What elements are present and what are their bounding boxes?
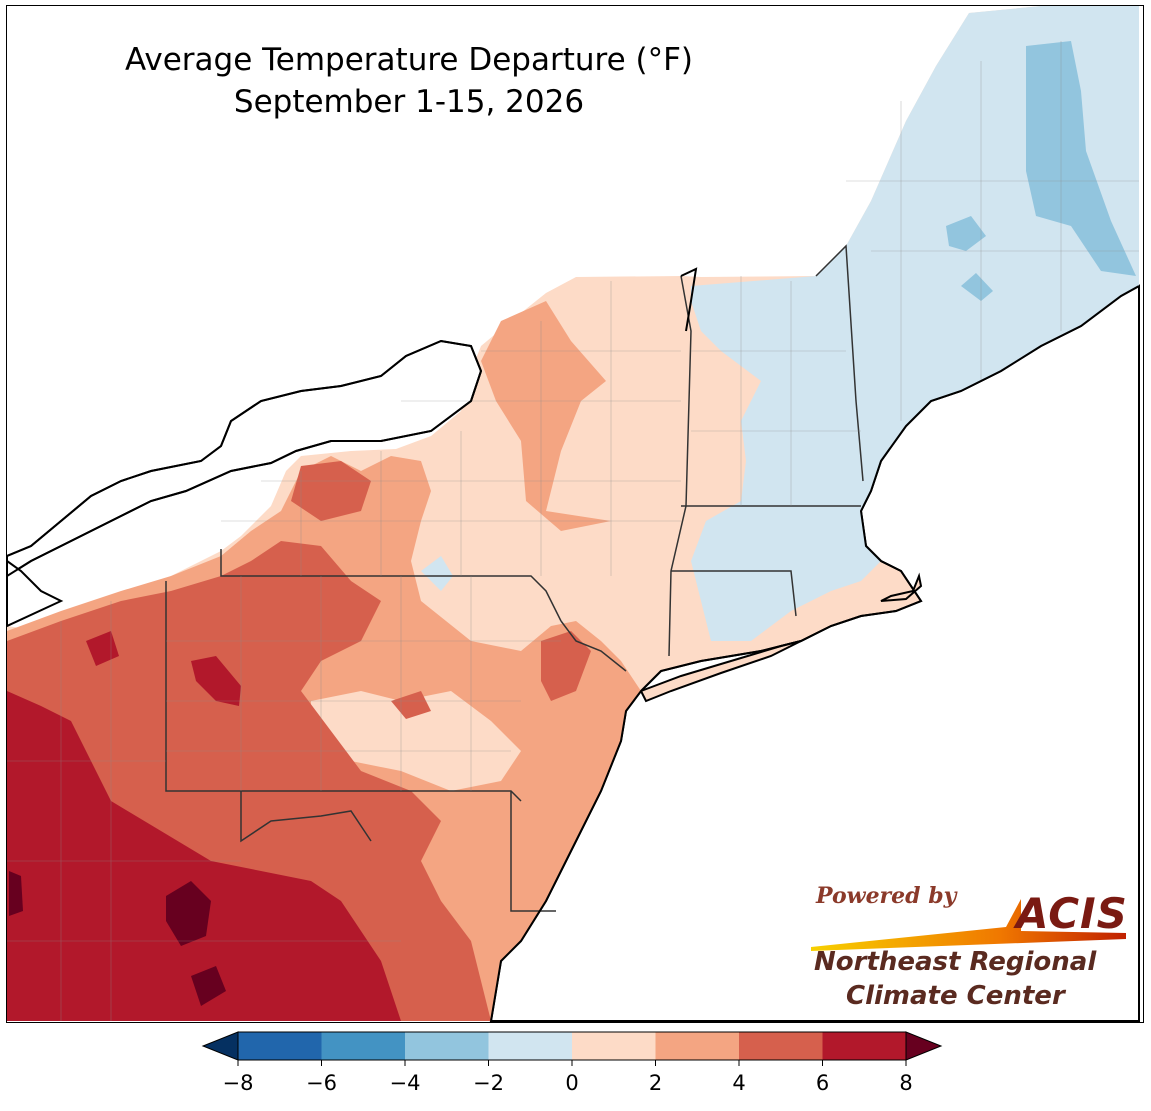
colorbar-under-arrow bbox=[201, 1031, 239, 1061]
anomaly-neg4-2-spot2 bbox=[961, 273, 993, 301]
anomaly-4-6-ny bbox=[291, 461, 371, 521]
state-borders bbox=[165, 244, 864, 912]
colorbar-tick-label: −6 bbox=[306, 1071, 337, 1095]
colorbar-tick-label: 2 bbox=[649, 1071, 662, 1095]
map-frame: Average Temperature Departure (°F) Septe… bbox=[6, 5, 1144, 1023]
anomaly-neg2-0-nys bbox=[421, 556, 453, 591]
colorbar-bin bbox=[321, 1032, 405, 1060]
colorbar-tick-label: 4 bbox=[732, 1071, 745, 1095]
anomaly-neg4-2-maine bbox=[1026, 41, 1136, 276]
colorbar-bin bbox=[739, 1032, 823, 1060]
logo-org-line2: Climate Center bbox=[846, 981, 1065, 1011]
logo-org-line1: Northeast Regional bbox=[814, 947, 1097, 977]
acis-swoosh-icon bbox=[811, 899, 1126, 951]
colorbar-tick-label: −2 bbox=[473, 1071, 504, 1095]
colorbar-bin bbox=[655, 1032, 739, 1060]
colorbar-bin bbox=[572, 1032, 656, 1060]
acis-logo: Powered by ACIS Northeast Regional Clima… bbox=[806, 881, 1136, 1011]
anomaly-4-6-pa-east bbox=[541, 631, 591, 701]
anomaly-gt8-spot1 bbox=[166, 881, 211, 946]
colorbar-bin bbox=[405, 1032, 489, 1060]
anomaly-0-2-pa-center bbox=[311, 691, 521, 791]
colorbar-tick-label: −8 bbox=[223, 1071, 254, 1095]
county-borders bbox=[7, 41, 1139, 1021]
anomaly-gt8-spot2 bbox=[9, 871, 23, 916]
anomaly-6-8-southwest bbox=[7, 691, 401, 1021]
colorbar-bin bbox=[488, 1032, 572, 1060]
coastlines bbox=[7, 267, 1140, 1022]
map-title: Average Temperature Departure (°F) bbox=[124, 42, 694, 78]
anomaly-neg4-2-spot1 bbox=[946, 216, 986, 251]
colorbar-bin bbox=[238, 1032, 322, 1060]
long-island bbox=[639, 640, 802, 703]
colorbar-over-arrow bbox=[905, 1031, 943, 1061]
colorbar: −8 −6 −4 −2 0 2 4 6 8 bbox=[201, 1031, 943, 1095]
colorbar-tick-label: 8 bbox=[899, 1071, 912, 1095]
temperature-map bbox=[7, 6, 1140, 1022]
anomaly-6-8-spot1 bbox=[191, 656, 241, 706]
anomaly-gt8-spot3 bbox=[191, 966, 226, 1006]
cape-cod bbox=[880, 572, 923, 602]
colorbar-tick-label: 0 bbox=[565, 1071, 578, 1095]
colorbar-bin bbox=[822, 1032, 906, 1060]
anomaly-2-4-nys-north bbox=[481, 301, 611, 531]
logo-acis: ACIS bbox=[1016, 889, 1128, 938]
logo-powered-by: Powered by bbox=[816, 883, 957, 909]
colorbar-tick-label: 6 bbox=[816, 1071, 829, 1095]
colorbar-tick-label: −4 bbox=[390, 1071, 421, 1095]
map-subtitle: September 1-15, 2026 bbox=[233, 84, 585, 120]
